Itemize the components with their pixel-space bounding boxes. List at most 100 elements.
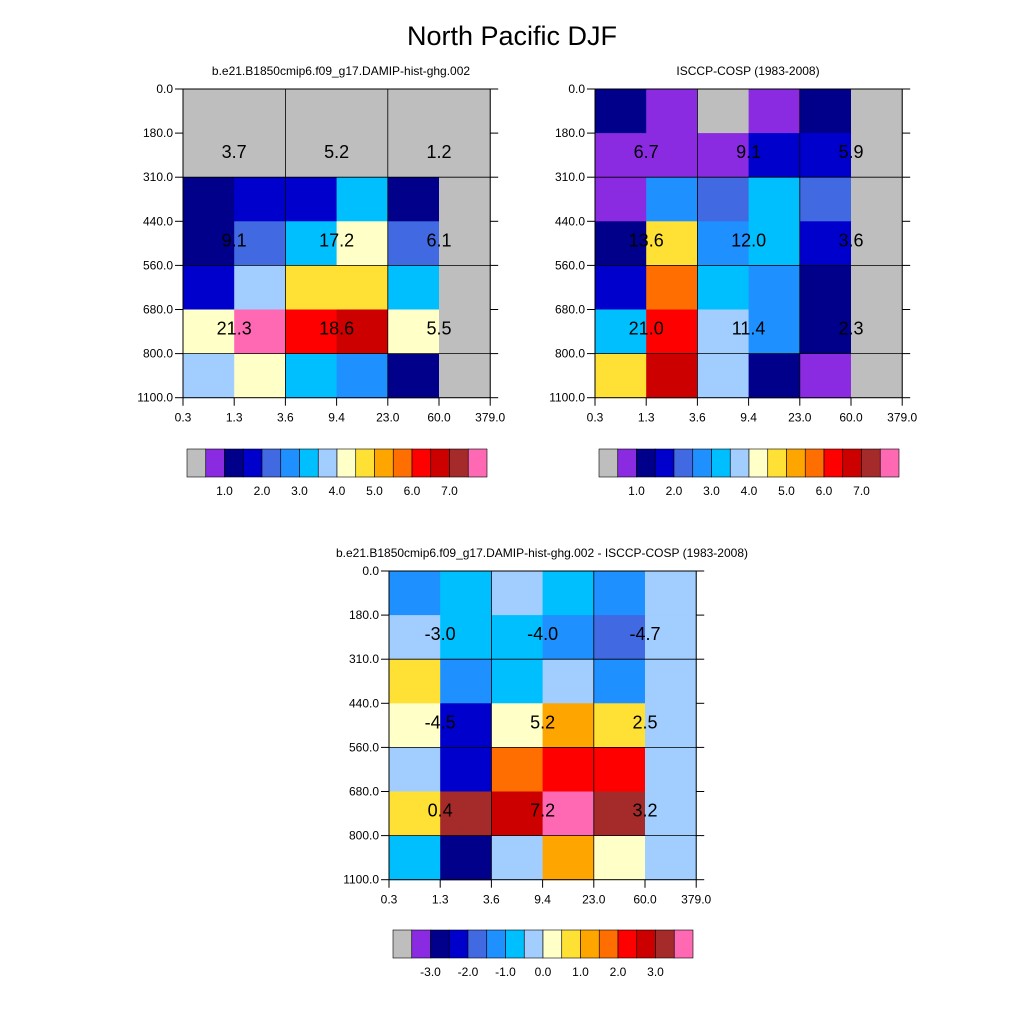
heatmap-cell [542,571,595,616]
heatmap-cell [234,177,286,222]
cell-value-label: 21.3 [217,319,252,339]
heatmap-cell [234,309,286,355]
heatmap-cell [440,571,492,616]
heatmap-cell [389,615,441,660]
heatmap-cell [387,353,440,399]
figure-title: North Pacific DJF [407,21,617,51]
panel-title: b.e21.B1850cmip6.f09_g17.DAMIP-hist-ghg.… [336,546,748,560]
colorbar-swatch [636,448,656,478]
heatmap-cell [799,177,852,222]
heatmap-cell [491,615,544,660]
cell-value-label: -4.7 [629,624,660,644]
heatmap-cell [183,89,235,134]
y-tick-label: 560.0 [555,258,585,272]
x-tick-label: 1.3 [638,411,655,425]
colorbar-swatch [392,929,413,959]
cell-value-label: 1.2 [426,142,451,162]
colorbar-swatch [542,929,563,959]
heatmap-cell [646,221,698,266]
cell-value-label: 7.2 [530,801,555,821]
colorbar-swatch [186,448,207,478]
colorbar-label: 2.0 [610,965,627,979]
colorbar-swatch [467,929,488,959]
colorbar-swatch [617,448,637,478]
y-tick-label: 310.0 [143,170,173,184]
y-tick-label: 440.0 [349,696,379,710]
heatmap-cell [183,353,235,399]
heatmap-cell [697,353,750,399]
x-tick-label: 23.0 [788,411,812,425]
heatmap-cell [697,265,750,311]
y-tick-label: 680.0 [555,303,585,317]
x-tick-label: 379.0 [681,893,711,907]
heatmap-cell [593,659,646,704]
colorbar-swatch [317,448,338,478]
heatmap-cell [799,133,852,178]
heatmap-cell [336,353,389,399]
y-tick-label: 680.0 [143,303,173,317]
cell-value-label: 3.7 [222,142,247,162]
heatmap-cell [799,89,852,134]
colorbar-label: -2.0 [458,965,479,979]
y-tick-label: 0.0 [568,82,585,96]
x-tick-label: 0.3 [175,411,192,425]
heatmap-cell [593,747,646,793]
heatmap-cell [645,703,697,748]
cell-value-label: 9.1 [222,230,247,250]
colorbar-swatch [804,448,825,478]
x-tick-label: 1.3 [226,411,243,425]
heatmap-cell [542,791,595,837]
y-tick-label: 800.0 [555,347,585,361]
heatmap-cell [748,177,801,222]
colorbar-swatch [411,448,432,478]
colorbar-swatch [598,929,619,959]
heatmap-cell [748,309,801,355]
heatmap-cell [285,89,338,134]
y-tick-label: 0.0 [156,82,173,96]
heatmap-cell [439,309,491,355]
colorbar-label: 2.0 [254,484,271,498]
colorbar: -3.0 -2.0 -1.0 0.0 1.0 2.0 3.0 [392,929,694,979]
colorbar-label: -1.0 [495,965,516,979]
cell-value-label: 21.0 [629,319,664,339]
colorbar-swatch [842,448,862,478]
heatmap-cell [389,835,441,881]
x-tick-label: 23.0 [582,893,606,907]
heatmap-cell [389,703,441,748]
heatmap-cell [491,571,544,616]
heatmap-cell [439,221,491,266]
y-tick-label: 440.0 [555,214,585,228]
colorbar-label: 3.0 [291,484,308,498]
heatmap-cell [851,353,903,399]
heatmap-cell [439,353,491,399]
heatmap-cell [336,89,389,134]
heatmap-cell [593,615,646,660]
heatmap-cell [748,133,801,178]
cell-value-label: 3.6 [838,230,863,250]
colorbar-swatch [786,448,806,478]
heatmap-cell [595,221,647,266]
heatmap-cell [595,177,647,222]
y-tick-label: 800.0 [349,829,379,843]
heatmap-cell [439,177,491,222]
heatmap-cell [851,309,903,355]
colorbar-swatch [242,448,263,478]
heatmap-cell [439,133,491,178]
colorbar-swatch [449,448,469,478]
colorbar-label: 6.0 [816,484,833,498]
heatmap-cell [645,791,697,837]
x-tick-label: 60.0 [427,411,451,425]
cell-value-label: 9.1 [736,142,761,162]
heatmap-panel-2: ISCCP-COSP (1983-2008) 0.0 180.0 310.0 440.0… [549,64,917,498]
colorbar-swatch [430,929,450,959]
heatmap-cell [234,89,286,134]
y-tick-label: 800.0 [143,347,173,361]
heatmap-cell [183,177,235,222]
cell-value-label: 5.9 [838,142,863,162]
x-tick-label: 9.4 [328,411,345,425]
colorbar-swatch [636,929,656,959]
colorbar-label: 7.0 [441,484,458,498]
heatmap-cell [387,265,440,311]
colorbar-swatch [580,929,600,959]
colorbar-label: 1.0 [628,484,645,498]
